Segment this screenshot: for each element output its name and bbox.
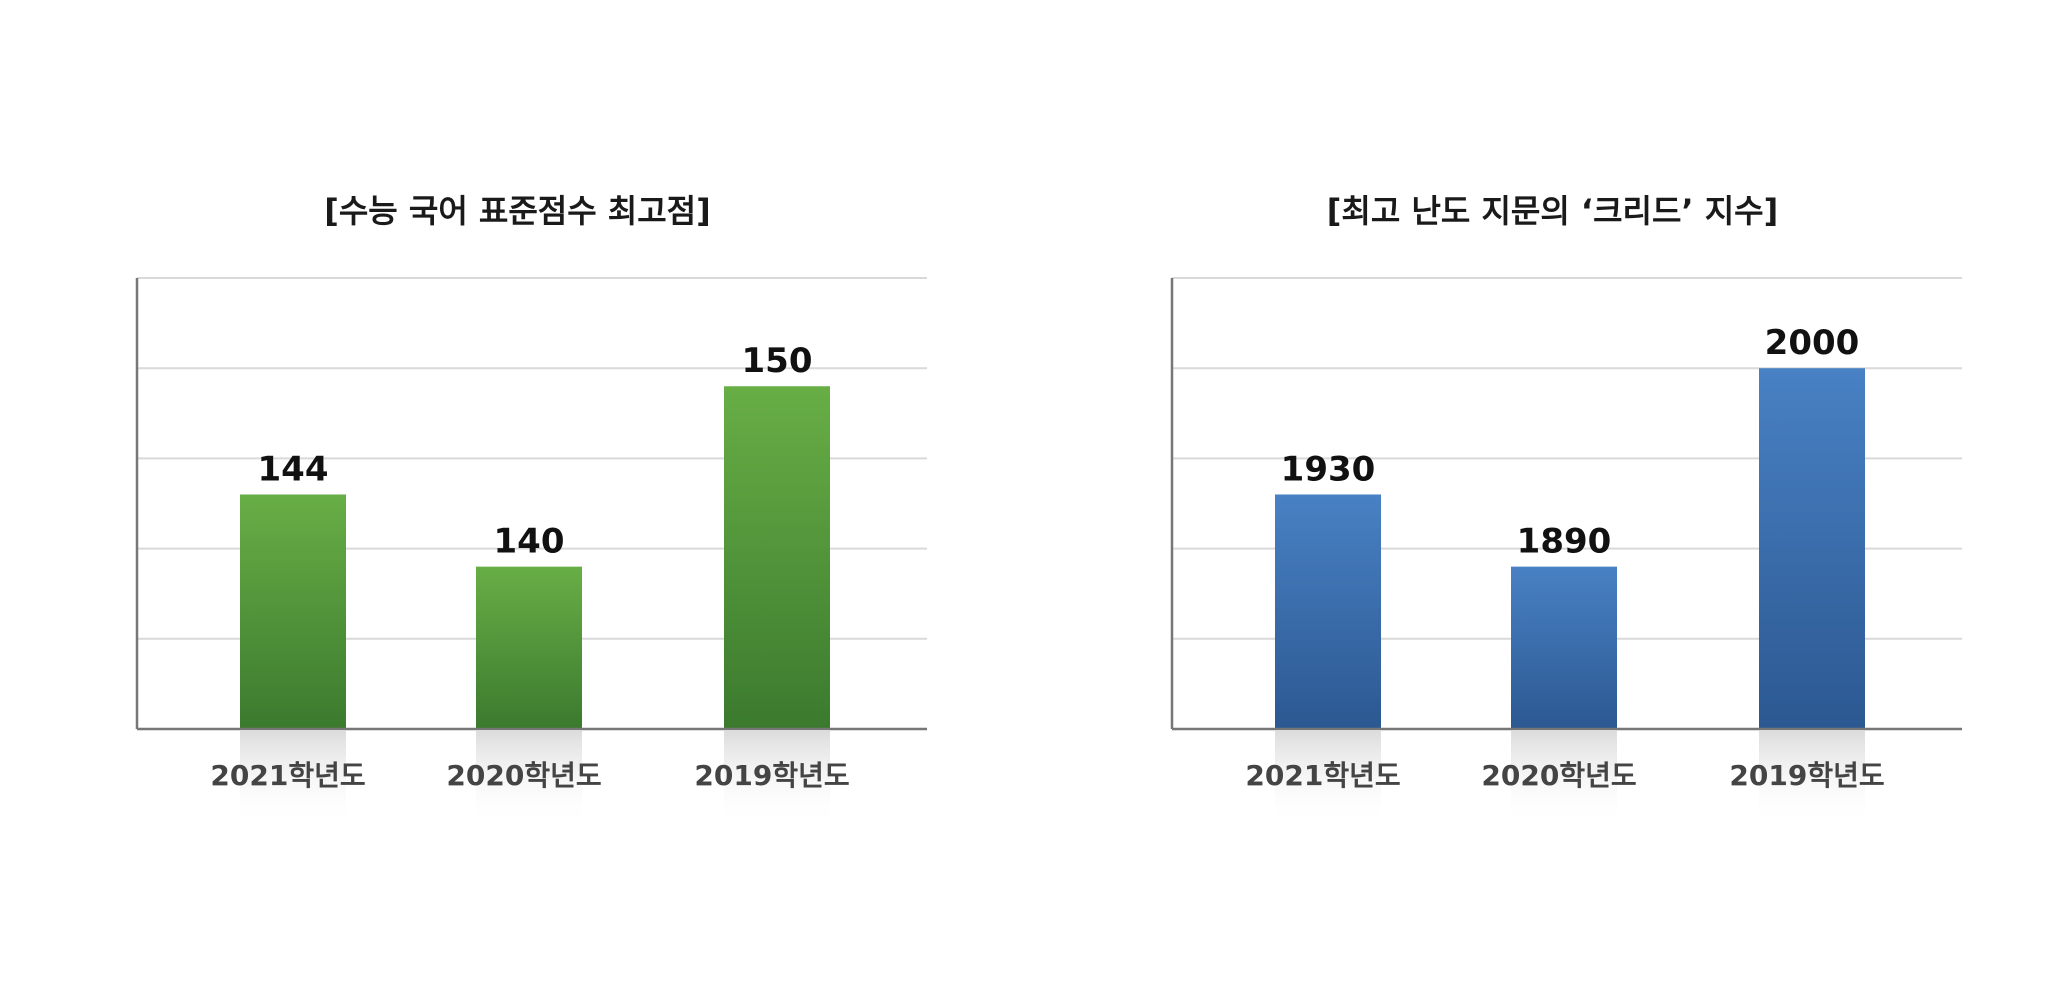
bar-reflection bbox=[724, 731, 830, 826]
x-tick-label: 2021학년도 bbox=[1245, 759, 1400, 792]
bar-2021학년도 bbox=[240, 494, 346, 729]
chart-title: [수능 국어 표준점수 최고점] bbox=[324, 192, 711, 230]
data-label: 1890 bbox=[1517, 522, 1612, 562]
data-label: 144 bbox=[258, 449, 329, 489]
data-label: 2000 bbox=[1765, 323, 1860, 363]
bar-chart-standard-score: 144 2021학년도 140 2020학년도 150 2019학년도 bbox=[135, 277, 927, 826]
x-tick-label: 2020학년도 bbox=[446, 759, 601, 792]
bar-2020학년도 bbox=[476, 566, 582, 729]
chart-title: [최고 난도 지문의 ‘크리드’ 지수] bbox=[1326, 192, 1779, 230]
x-tick-label: 2019학년도 bbox=[1729, 759, 1884, 792]
bar-chart-creed-index: 1930 2021학년도 1890 2020학년도 2000 2019학년도 bbox=[1170, 277, 1962, 826]
x-tick-label: 2020학년도 bbox=[1481, 759, 1636, 792]
bar-reflection bbox=[476, 731, 582, 826]
chart-panel-creed-index: [최고 난도 지문의 ‘크리드’ 지수] 1930 2021학년도 1890 2020… bbox=[1035, 0, 2070, 990]
data-label: 1930 bbox=[1281, 449, 1376, 489]
chart-panel-standard-score: [수능 국어 표준점수 최고점] 144 2021학년도 140 2020학년도 150… bbox=[135, 192, 927, 826]
x-tick-label: 2019학년도 bbox=[694, 759, 849, 792]
bar-reflection bbox=[240, 731, 346, 826]
bar-2020학년도 bbox=[1511, 566, 1617, 729]
bar-2019학년도 bbox=[1759, 368, 1865, 729]
data-label: 140 bbox=[494, 522, 565, 562]
bar-reflection bbox=[1275, 731, 1381, 826]
bar-2019학년도 bbox=[724, 386, 830, 729]
bar-2021학년도 bbox=[1275, 494, 1381, 729]
bar-reflection bbox=[1759, 731, 1865, 826]
bar-reflection bbox=[1511, 731, 1617, 826]
x-tick-label: 2021학년도 bbox=[210, 759, 365, 792]
data-label: 150 bbox=[742, 341, 813, 381]
